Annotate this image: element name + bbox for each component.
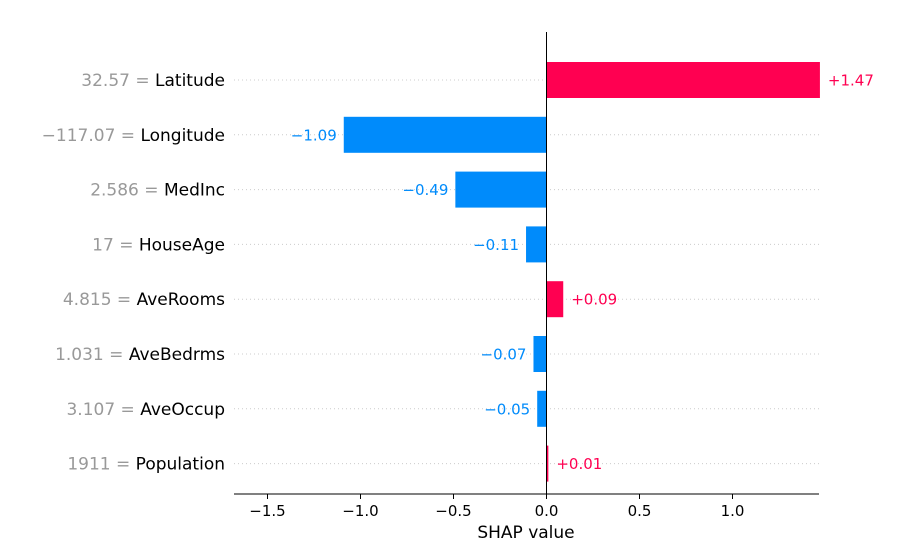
data-label: −0.07 xyxy=(481,346,527,364)
x-axis-label: SHAP value xyxy=(477,523,574,543)
feature-value: 32.57 = xyxy=(81,71,155,91)
data-label: −1.09 xyxy=(291,126,337,144)
bar-medinc xyxy=(455,171,547,208)
bar-averooms xyxy=(546,281,564,318)
bar-aveoccup xyxy=(537,390,547,427)
data-label: −0.49 xyxy=(402,181,448,199)
bars: +1.47 −1.09 −0.49 −0.11 +0.09 −0.07 −0.05 +0.01 xyxy=(291,62,874,482)
feature-name: HouseAge xyxy=(139,235,225,255)
y-tick-label: 17 = HouseAge xyxy=(92,235,225,255)
feature-value: 4.815 = xyxy=(63,290,137,310)
feature-value: −117.07 = xyxy=(42,126,141,146)
data-label: +0.01 xyxy=(556,455,602,473)
feature-name: Latitude xyxy=(155,71,225,91)
feature-name: Longitude xyxy=(140,126,225,146)
x-tick-label: 0.5 xyxy=(628,502,652,520)
feature-value: 1911 = xyxy=(67,455,135,475)
data-label: −0.05 xyxy=(484,400,530,418)
data-label: +0.09 xyxy=(571,291,617,309)
x-tick-label: −1.0 xyxy=(342,502,378,520)
x-tick-label: −0.5 xyxy=(435,502,471,520)
feature-name: AveRooms xyxy=(137,290,226,310)
feature-name: AveBedrms xyxy=(129,345,225,365)
y-tick-label: 3.107 = AveOccup xyxy=(66,400,225,420)
data-label: +1.47 xyxy=(828,72,874,90)
feature-value: 3.107 = xyxy=(66,400,140,420)
x-tick-label: −1.5 xyxy=(249,502,285,520)
feature-value: 1.031 = xyxy=(55,345,129,365)
y-tick-label: 1911 = Population xyxy=(67,455,225,475)
y-tick-label: 4.815 = AveRooms xyxy=(63,290,225,310)
y-tick-label: 1.031 = AveBedrms xyxy=(55,345,225,365)
feature-value: 17 = xyxy=(92,235,139,255)
feature-name: AveOccup xyxy=(140,400,225,420)
y-tick-label: 2.586 = MedInc xyxy=(90,181,225,201)
feature-value: 2.586 = xyxy=(90,181,164,201)
x-axis: −1.5 −1.0 −0.5 0.0 0.5 1.0 xyxy=(234,32,819,520)
feature-labels: 32.57 = Latitude −117.07 = Longitude 2.586… xyxy=(42,71,225,475)
data-label: −0.11 xyxy=(473,236,519,254)
y-tick-label: 32.57 = Latitude xyxy=(81,71,225,91)
y-tick-label: −117.07 = Longitude xyxy=(42,126,225,146)
feature-name: MedInc xyxy=(164,181,225,201)
bar-latitude xyxy=(546,62,820,98)
bar-population xyxy=(546,445,549,482)
x-tick-label: 0.0 xyxy=(535,502,559,520)
x-tick-label: 1.0 xyxy=(721,502,745,520)
feature-name: Population xyxy=(136,455,225,475)
bar-avebedrms xyxy=(533,336,547,372)
bar-longitude xyxy=(343,116,547,153)
bar-houseage xyxy=(526,226,547,263)
